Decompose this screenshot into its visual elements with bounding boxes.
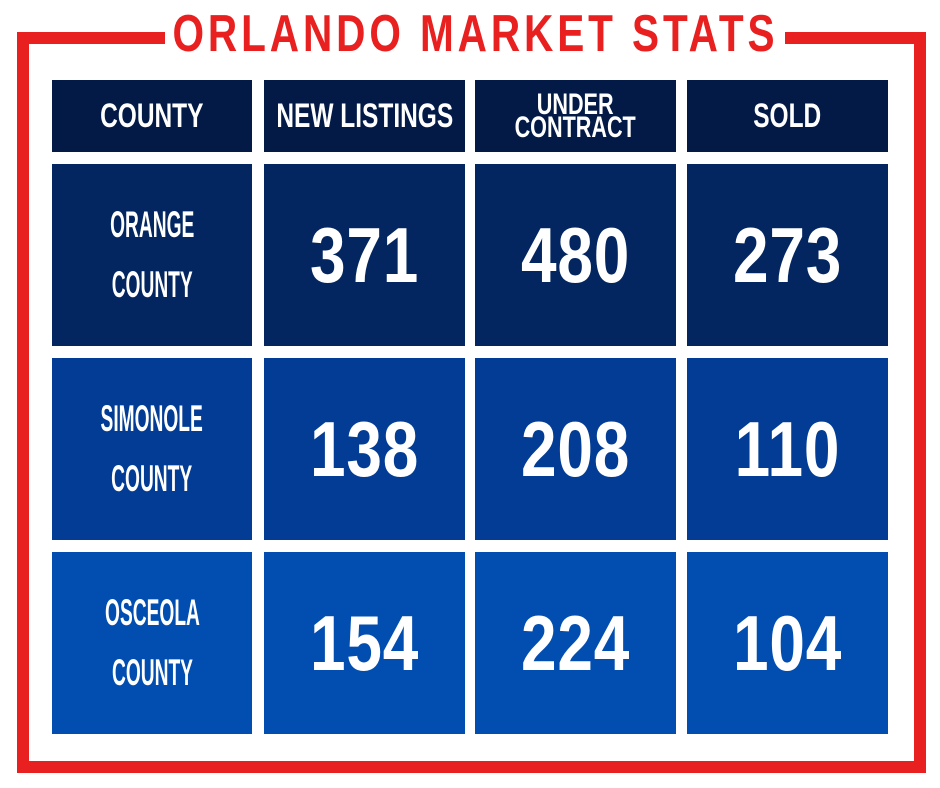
header-sold-label: SOLD (753, 96, 822, 135)
value-label: 224 (520, 599, 631, 687)
header-under-line2: CONTRACT (514, 111, 637, 144)
table-row-2-sold: 110 (687, 358, 888, 540)
value-label: 154 (309, 599, 420, 687)
county-label: SIMONOLE COUNTY (81, 389, 223, 509)
header-new-listings-label: NEW LISTINGS (276, 96, 453, 135)
value-label: 371 (309, 211, 420, 299)
header-under-contract: UNDER CONTRACT (475, 80, 676, 152)
header-under-contract-label: UNDER CONTRACT (514, 87, 637, 144)
value-label: 480 (520, 211, 631, 299)
table-row-3-sold: 104 (687, 552, 888, 734)
county-line2: COUNTY (111, 652, 193, 693)
table-row-2-county: SIMONOLE COUNTY (52, 358, 252, 540)
header-sold: SOLD (687, 80, 888, 152)
value-label: 273 (732, 211, 843, 299)
value-label: 138 (309, 405, 420, 493)
value-label: 208 (520, 405, 631, 493)
table-row-1-sold: 273 (687, 164, 888, 346)
value-label: 104 (732, 599, 843, 687)
table-row-1-new-listings: 371 (264, 164, 465, 346)
table-row-3-under-contract: 224 (475, 552, 676, 734)
header-county: COUNTY (52, 80, 252, 152)
table-row-2-new-listings: 138 (264, 358, 465, 540)
header-new-listings: NEW LISTINGS (264, 80, 465, 152)
value-label: 110 (734, 405, 841, 493)
county-line1: SIMONOLE (100, 398, 204, 440)
header-county-label: COUNTY (100, 96, 204, 135)
table-row-3-county: OSCEOLA COUNTY (52, 552, 252, 734)
table-row-2-under-contract: 208 (475, 358, 676, 540)
county-line2: COUNTY (111, 458, 193, 499)
county-label: ORANGE COUNTY (94, 195, 211, 315)
header-under-line1: UNDER (537, 87, 614, 121)
title-banner: ORLANDO MARKET STATS (165, 0, 785, 68)
county-label: OSCEOLA COUNTY (86, 583, 218, 703)
page-title: ORLANDO MARKET STATS (172, 5, 779, 63)
table-row-3-new-listings: 154 (264, 552, 465, 734)
county-line2: COUNTY (111, 264, 193, 305)
table-row-1-county: ORANGE COUNTY (52, 164, 252, 346)
county-line1: OSCEOLA (104, 592, 200, 634)
table-row-1-under-contract: 480 (475, 164, 676, 346)
county-line1: ORANGE (109, 204, 195, 246)
